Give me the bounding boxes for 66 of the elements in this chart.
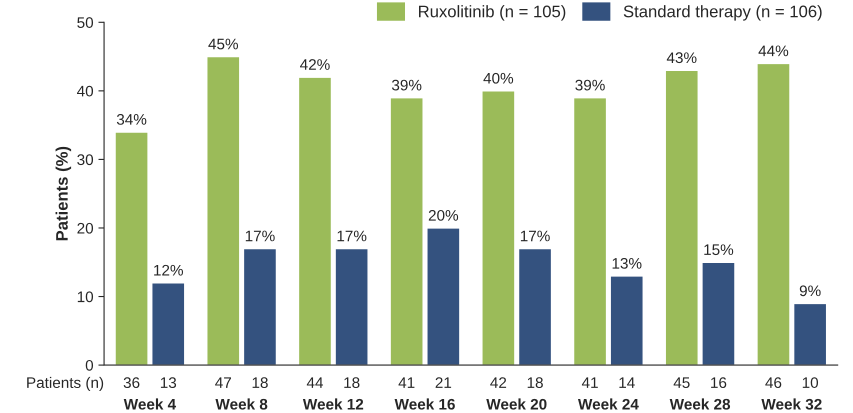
bar bbox=[242, 248, 278, 366]
data-label: 17% bbox=[338, 230, 366, 242]
text: 42 bbox=[490, 377, 506, 388]
text: 16 bbox=[711, 377, 726, 388]
data-label: 34% bbox=[116, 114, 146, 125]
data-label: 13% bbox=[612, 258, 642, 269]
y-tick-label: 0 bbox=[86, 360, 94, 371]
data-label: 39% bbox=[575, 80, 605, 91]
text: 13 bbox=[160, 377, 176, 388]
data-label: 17% bbox=[246, 230, 275, 242]
x-tick-label: Week 32 bbox=[761, 398, 822, 410]
bar bbox=[518, 248, 552, 366]
text: 46 bbox=[765, 377, 782, 388]
text: 44 bbox=[306, 377, 324, 388]
bar bbox=[334, 248, 369, 366]
data-label: 44% bbox=[758, 46, 788, 56]
bar bbox=[481, 90, 516, 366]
bar bbox=[664, 70, 699, 366]
data-label: 20% bbox=[428, 210, 458, 221]
bar bbox=[426, 227, 461, 366]
y-axis-title: Patients (%) bbox=[56, 146, 72, 240]
data-label: 15% bbox=[704, 244, 734, 256]
y-tick-label: 10 bbox=[78, 291, 94, 302]
legend-label: Standard therapy (n = 106) bbox=[624, 5, 822, 21]
data-label: 9% bbox=[800, 285, 821, 296]
x-tick-label: Week 16 bbox=[394, 398, 455, 410]
text: 10 bbox=[802, 377, 818, 388]
data-label: 39% bbox=[392, 80, 422, 91]
bar bbox=[792, 302, 828, 366]
text: 41 bbox=[582, 377, 598, 388]
text: 18 bbox=[252, 377, 268, 388]
bar bbox=[151, 282, 186, 366]
text: 36 bbox=[124, 377, 140, 388]
x-tick-label: Week 24 bbox=[578, 398, 639, 410]
text: 14 bbox=[619, 377, 635, 388]
text: 47 bbox=[215, 377, 232, 388]
data-label: 42% bbox=[300, 59, 330, 70]
bar bbox=[572, 97, 608, 366]
x-tick-label: Week 8 bbox=[215, 398, 268, 410]
x-tick-label: Week 20 bbox=[486, 398, 547, 410]
text: 21 bbox=[436, 377, 452, 388]
text: Patients (n) bbox=[27, 376, 104, 392]
text: 45 bbox=[674, 377, 690, 388]
bar bbox=[701, 262, 736, 366]
text: 18 bbox=[528, 377, 543, 388]
data-label: 43% bbox=[666, 52, 697, 64]
legend-label: Ruxolitinib (n = 105) bbox=[419, 5, 566, 21]
text: 18 bbox=[344, 377, 360, 388]
bar bbox=[610, 275, 644, 366]
bar bbox=[114, 131, 149, 366]
x-tick-label: Week 12 bbox=[302, 398, 364, 410]
bar bbox=[389, 97, 424, 366]
data-label: 12% bbox=[154, 264, 183, 276]
y-tick-label: 30 bbox=[77, 154, 94, 166]
y-tick-label: 20 bbox=[77, 222, 94, 234]
x-tick-label: Week 28 bbox=[670, 398, 730, 410]
data-label: 45% bbox=[208, 38, 238, 50]
text: 41 bbox=[398, 377, 414, 388]
data-label: 40% bbox=[483, 72, 514, 84]
bar bbox=[206, 56, 240, 366]
bar bbox=[298, 76, 332, 366]
x-tick-label: Week 4 bbox=[124, 398, 176, 410]
y-tick-label: 50 bbox=[77, 17, 94, 28]
y-tick-label: 40 bbox=[77, 86, 94, 97]
bar bbox=[756, 62, 791, 366]
data-label: 17% bbox=[520, 230, 550, 242]
